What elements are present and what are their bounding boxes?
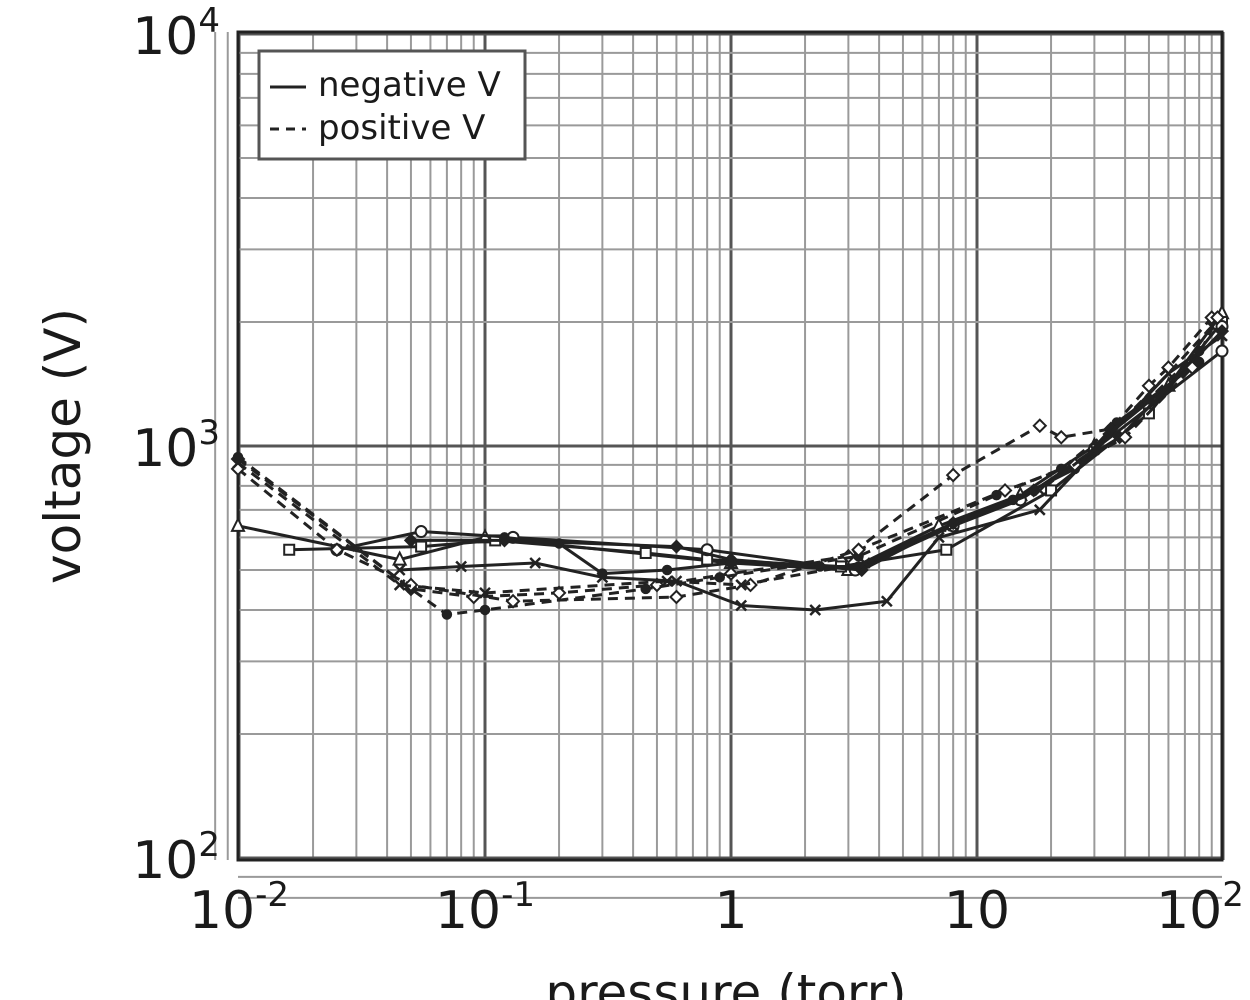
data-point	[505, 593, 521, 609]
data-point	[414, 525, 428, 539]
data-point	[283, 543, 296, 556]
data-point	[393, 564, 406, 576]
series-line	[289, 321, 1224, 568]
series-line	[237, 312, 1224, 572]
x-tick-label: 102	[1156, 875, 1244, 941]
data-point	[669, 539, 684, 554]
legend-box	[257, 49, 527, 161]
series-layer	[230, 304, 1230, 620]
data-point	[415, 540, 428, 553]
data-point	[714, 572, 725, 583]
data-point	[329, 542, 345, 558]
data-point	[940, 543, 953, 556]
data-point	[1184, 360, 1200, 375]
data-point	[230, 516, 246, 532]
legend-label-positive: positive V	[318, 108, 485, 148]
data-point	[1205, 320, 1218, 333]
data-point	[1162, 367, 1175, 380]
data-point	[1088, 443, 1101, 456]
data-point	[479, 604, 491, 616]
data-point	[441, 609, 453, 620]
data-point	[1143, 393, 1155, 405]
data-point	[661, 564, 673, 576]
data-point	[1033, 484, 1046, 497]
series-line	[399, 334, 1223, 612]
y-tick-label: 104	[132, 1, 220, 67]
data-point	[1033, 503, 1046, 516]
plot-frame	[236, 30, 1224, 862]
series-dashed	[232, 345, 1205, 620]
data-point	[529, 557, 542, 569]
legend: negative V positive V	[257, 49, 527, 161]
data-point	[1053, 429, 1069, 445]
data-point	[499, 532, 510, 543]
y-tick-label: 102	[132, 825, 220, 891]
data-point	[947, 519, 960, 532]
data-point	[735, 579, 748, 591]
data-point	[639, 546, 652, 559]
data-point	[669, 589, 684, 605]
data-point	[479, 587, 491, 599]
data-point	[597, 568, 608, 579]
data-point	[1216, 330, 1228, 342]
data-point	[997, 483, 1013, 498]
series-line	[237, 349, 1201, 616]
data-point	[403, 533, 419, 548]
series-line	[237, 316, 1219, 603]
data-point	[725, 557, 737, 569]
x-tick-label: 10-2	[189, 875, 289, 941]
data-point	[393, 579, 406, 591]
legend-label-negative: negative V	[318, 65, 501, 105]
data-point	[392, 550, 408, 566]
tick-labels: 10-2 10-1 1 10 102 102 103 104	[132, 1, 1244, 941]
series-dashed	[232, 320, 1218, 599]
data-point	[858, 557, 871, 569]
data-point	[933, 531, 945, 544]
x-tick-label: 1	[714, 881, 747, 941]
data-point	[945, 467, 961, 483]
data-point	[1215, 344, 1229, 358]
data-point	[809, 604, 822, 616]
data-point	[1032, 418, 1048, 434]
data-point	[735, 599, 748, 612]
data-point	[661, 575, 674, 587]
data-point	[232, 456, 244, 469]
y-axis-title: voltage (V)	[34, 308, 92, 584]
x-tick-label: 10	[944, 881, 1010, 941]
data-point	[1210, 310, 1225, 325]
data-point	[455, 560, 468, 573]
series-dashed	[230, 310, 1225, 609]
data-point	[851, 542, 866, 558]
y-tick-label: 103	[132, 413, 220, 479]
data-point	[640, 583, 651, 595]
x-tick-label: 10-1	[435, 875, 535, 941]
data-point	[880, 595, 893, 608]
data-point	[1117, 429, 1133, 445]
data-point	[553, 538, 565, 549]
x-axis-title: pressure (torr)	[545, 964, 906, 1000]
